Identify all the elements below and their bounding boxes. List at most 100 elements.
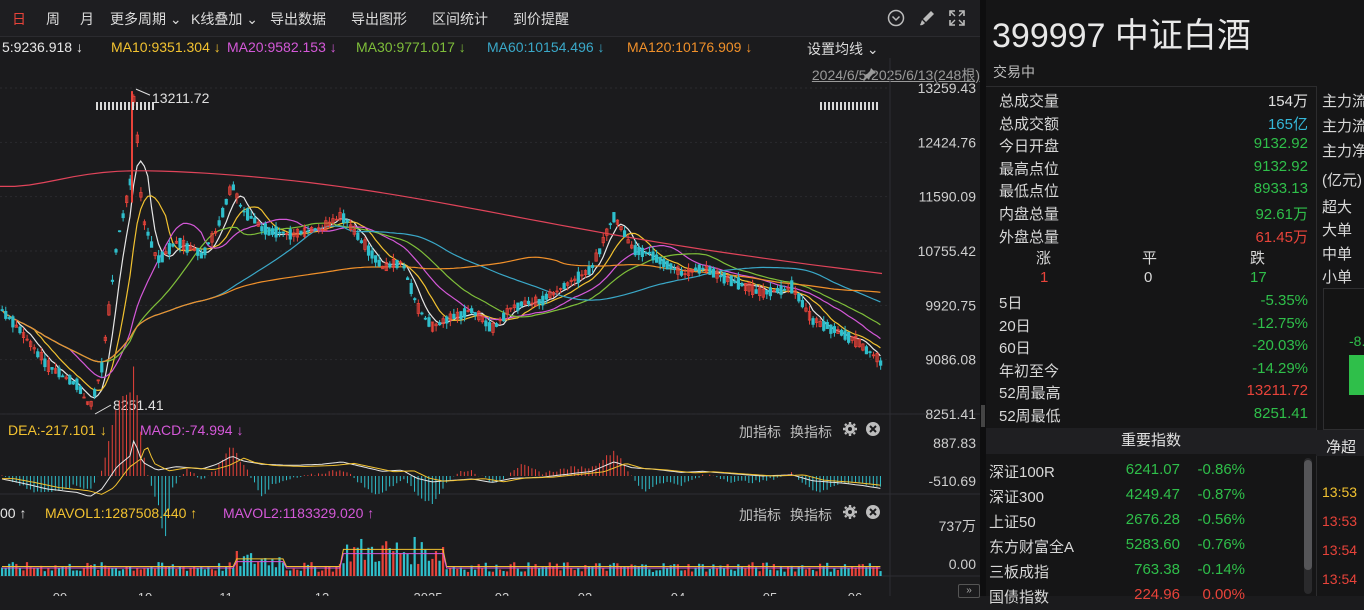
volume-bar [481,568,484,576]
vol-swap-indicator-button[interactable]: 换指标 [790,507,832,523]
fund-flow-net-tab[interactable]: 净超 [1326,439,1357,456]
range-stats-button[interactable]: 区间统计 [432,11,488,27]
fund-flow-label: 小单 [1322,269,1353,286]
scrollbar-thumb[interactable] [1304,460,1312,570]
volume-bar [754,567,758,576]
volume-bar [737,564,740,576]
period-month-tab[interactable]: 月 [80,11,94,27]
more-periods-dropdown[interactable]: 更多周期 ⌄ [110,11,182,27]
price-alert-button[interactable]: 到价提醒 [513,11,569,27]
macd-swap-indicator-button[interactable]: 换指标 [790,424,832,440]
volume-bar [513,562,516,576]
panel-splitter[interactable] [980,0,986,596]
fullscreen-icon[interactable] [947,8,967,28]
candle-body [711,268,716,278]
candle-body [615,219,620,225]
event-marker [96,102,98,110]
index-change: -0.76% [1197,536,1245,553]
candle-body [295,228,299,238]
candle-body [249,215,253,219]
date-range-label[interactable]: 2024/6/5-2025/6/13(248根) [811,67,980,83]
candle-body [160,251,164,263]
volume-bar [303,562,306,576]
index-row[interactable]: 上证50 2676.28 -0.56% [986,511,1302,535]
volume-bar [313,566,317,576]
volume-bar [427,560,430,576]
export-data-button[interactable]: 导出数据 [270,11,326,27]
volume-bar [762,562,765,576]
volume-bar [150,566,153,576]
chevron-circle-icon[interactable] [886,8,906,28]
volume-bar [164,566,167,576]
candle-body [381,265,385,270]
candle-body [729,275,733,287]
candle-body [203,247,207,256]
pin-icon[interactable] [862,66,878,82]
candle-body [189,245,193,251]
fund-flow-label: (亿元) [1322,172,1362,189]
candle-body [125,195,129,204]
event-marker [864,102,866,110]
volume-bar [847,568,850,576]
event-marker [100,102,102,110]
candle-body [864,346,869,355]
macd-add-indicator-button[interactable]: 加指标 [739,424,781,440]
candle-body [21,332,26,338]
index-price: 5283.60 [1125,536,1180,553]
candle-body [797,293,801,302]
close-icon[interactable] [865,421,881,440]
trade-status: 交易中 [993,64,1035,80]
volume-bar [609,564,612,576]
volume-bar [139,569,142,576]
stat-label: 总成交量 [999,93,1060,110]
index-row[interactable]: 深证300 4249.47 -0.87% [986,486,1302,510]
index-row[interactable]: 国债指数 224.96 0.00% [986,586,1302,610]
candle-body [541,295,545,306]
brush-icon[interactable] [917,8,937,28]
export-image-button[interactable]: 导出图形 [351,11,407,27]
ma30-line [1,222,881,363]
volume-bar [65,566,68,576]
volume-bar [733,570,736,576]
ma60-value: MA60:10154.496 ↓ [487,39,605,55]
index-row[interactable]: 深证100R 6241.07 -0.86% [986,461,1302,485]
candle-body [804,307,808,312]
candle-body [775,287,780,293]
gear-icon[interactable] [842,504,858,523]
candle-body [743,282,748,291]
volume-bar [171,564,174,576]
volume-bar [242,556,246,576]
price-tick-label: 9920.75 [925,297,976,313]
dea-line [2,447,881,495]
breadth-up-label: 涨 [1036,250,1052,267]
volume-bar [619,566,623,576]
stat-value: 154万 [1267,93,1308,110]
gear-icon[interactable] [842,421,858,440]
candle-body [213,231,218,234]
period-value: -14.29% [1252,359,1308,377]
period-day-tab[interactable]: 日 [12,11,26,27]
volume-bar [534,564,537,576]
volume-bar [776,570,779,576]
close-icon[interactable] [865,504,881,523]
price-tick-label: 12424.76 [918,134,977,150]
candle-body [306,230,310,233]
index-price: 6241.07 [1125,461,1180,478]
vol-add-indicator-button[interactable]: 加指标 [739,507,781,523]
high-annotation: 13211.72 [152,90,210,106]
volume-bar [15,563,18,576]
ma-settings-dropdown[interactable]: 设置均线 ⌄ [807,41,879,57]
index-row[interactable]: 三板成指 763.38 -0.14% [986,561,1302,585]
kline-overlay-dropdown[interactable]: K线叠加 ⌄ [191,11,258,27]
volume-bar [719,565,722,576]
index-scrollbar[interactable] [1304,458,1312,594]
volume-bar [296,569,299,576]
period-week-tab[interactable]: 周 [46,11,60,27]
volume-bar [744,568,747,576]
volume-bar [879,571,882,576]
candle-body [174,240,179,244]
index-row[interactable]: 东方财富全A 5283.60 -0.76% [986,536,1302,560]
stat-value: 8933.13 [1253,180,1308,198]
kline-chart[interactable]: 13211.72 8251.41 13259.43 12424.76 11590.09… [0,36,980,596]
splitter-handle[interactable] [981,405,985,427]
